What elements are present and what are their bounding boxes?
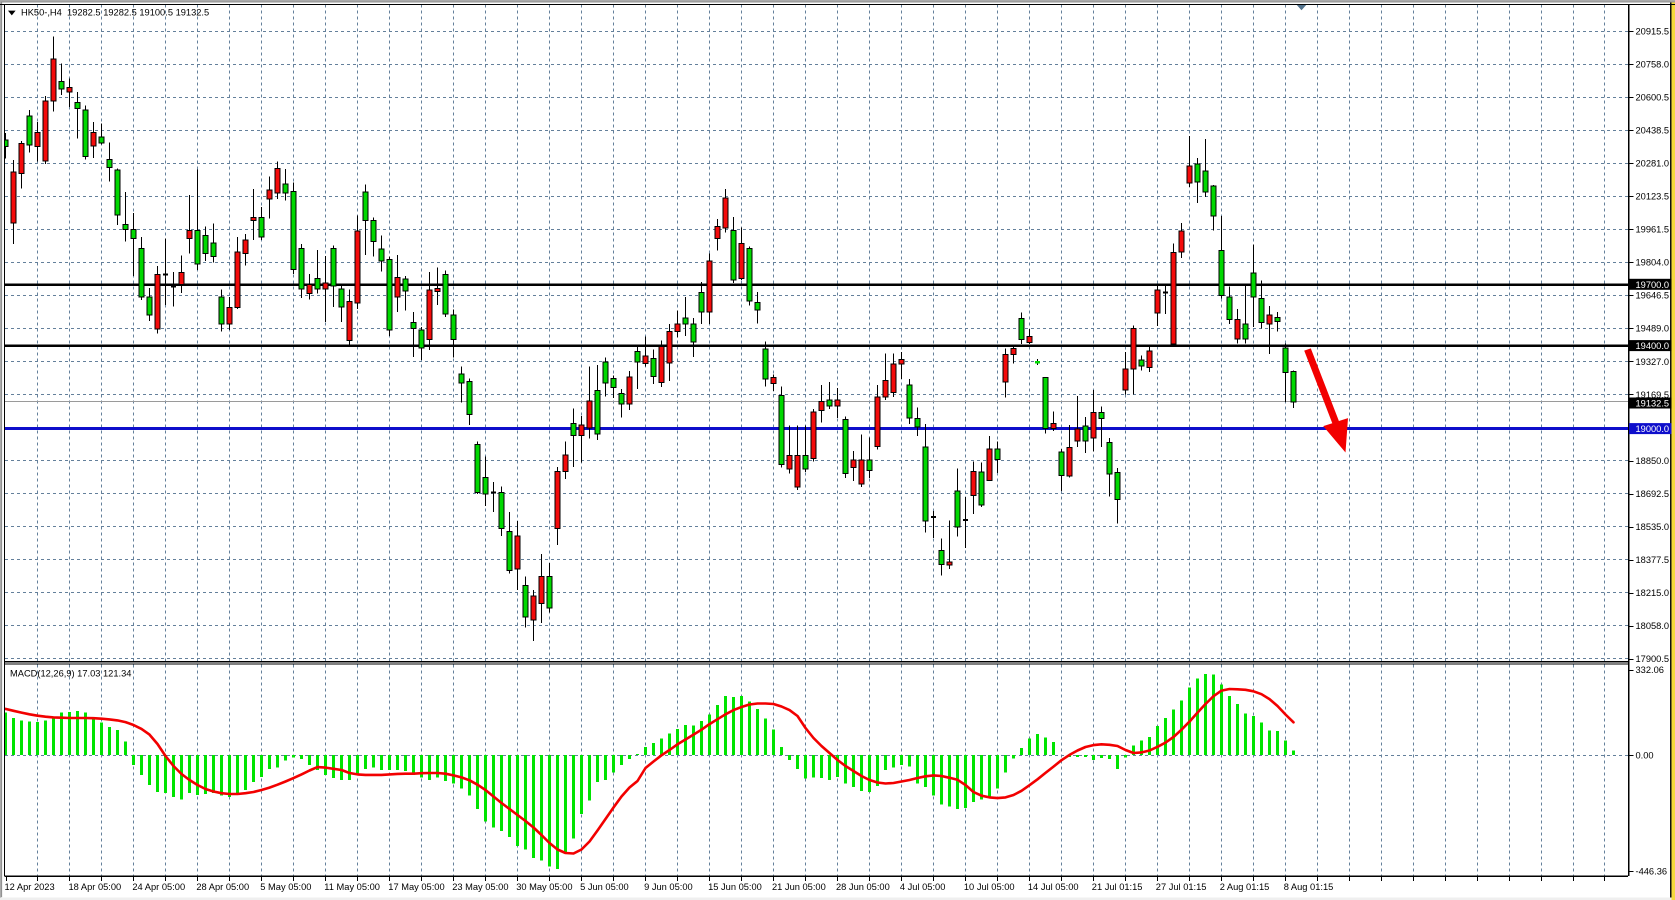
svg-text:4 Jul 05:00: 4 Jul 05:00: [900, 882, 946, 892]
svg-text:18058.0: 18058.0: [1636, 621, 1670, 631]
svg-text:5 Jun 05:00: 5 Jun 05:00: [580, 882, 629, 892]
svg-text:21 Jul 01:15: 21 Jul 01:15: [1092, 882, 1143, 892]
svg-text:15 Jun 05:00: 15 Jun 05:00: [708, 882, 762, 892]
svg-text:30 May 05:00: 30 May 05:00: [516, 882, 572, 892]
svg-text:19000.0: 19000.0: [1636, 424, 1670, 434]
svg-text:28 Apr 05:00: 28 Apr 05:00: [196, 882, 249, 892]
svg-text:17 May 05:00: 17 May 05:00: [388, 882, 444, 892]
svg-text:19646.5: 19646.5: [1636, 291, 1670, 301]
svg-text:19400.0: 19400.0: [1636, 341, 1670, 351]
svg-text:8 Aug 01:15: 8 Aug 01:15: [1284, 882, 1334, 892]
svg-text:12 Apr 2023: 12 Apr 2023: [5, 882, 55, 892]
svg-text:18850.0: 18850.0: [1636, 456, 1670, 466]
svg-text:19961.5: 19961.5: [1636, 225, 1670, 235]
svg-text:19282.5 19282.5 19100.5 19132.: 19282.5 19282.5 19100.5 19132.5: [67, 8, 209, 18]
svg-text:19132.5: 19132.5: [1636, 399, 1670, 409]
svg-text:18692.5: 18692.5: [1636, 489, 1670, 499]
svg-text:18215.0: 18215.0: [1636, 588, 1670, 598]
svg-text:-446.36: -446.36: [1636, 866, 1668, 876]
svg-text:18377.5: 18377.5: [1636, 555, 1670, 565]
svg-text:17900.5: 17900.5: [1636, 654, 1670, 664]
svg-text:19700.0: 19700.0: [1636, 280, 1670, 290]
svg-text:24 Apr 05:00: 24 Apr 05:00: [132, 882, 185, 892]
svg-text:HK50-,H4: HK50-,H4: [21, 8, 62, 18]
svg-text:18535.0: 18535.0: [1636, 522, 1670, 532]
svg-text:0.00: 0.00: [1636, 751, 1654, 761]
svg-text:20758.0: 20758.0: [1636, 59, 1670, 69]
svg-text:19804.0: 19804.0: [1636, 258, 1670, 268]
svg-text:19327.0: 19327.0: [1636, 357, 1670, 367]
svg-text:MACD(12,26,9) 17.03 121.34: MACD(12,26,9) 17.03 121.34: [10, 669, 131, 679]
svg-text:332.06: 332.06: [1636, 665, 1664, 675]
svg-text:20915.5: 20915.5: [1636, 26, 1670, 36]
svg-text:20281.0: 20281.0: [1636, 159, 1670, 169]
svg-text:11 May 05:00: 11 May 05:00: [324, 882, 380, 892]
svg-text:28 Jun 05:00: 28 Jun 05:00: [836, 882, 890, 892]
svg-text:5 May 05:00: 5 May 05:00: [260, 882, 311, 892]
svg-text:20600.5: 20600.5: [1636, 92, 1670, 102]
svg-text:19489.0: 19489.0: [1636, 324, 1670, 334]
svg-text:10 Jul 05:00: 10 Jul 05:00: [964, 882, 1015, 892]
svg-text:27 Jul 01:15: 27 Jul 01:15: [1156, 882, 1207, 892]
svg-text:9 Jun 05:00: 9 Jun 05:00: [644, 882, 693, 892]
svg-text:20123.5: 20123.5: [1636, 192, 1670, 202]
svg-text:2 Aug 01:15: 2 Aug 01:15: [1220, 882, 1270, 892]
svg-text:14 Jul 05:00: 14 Jul 05:00: [1028, 882, 1079, 892]
svg-text:21 Jun 05:00: 21 Jun 05:00: [772, 882, 826, 892]
svg-text:20438.5: 20438.5: [1636, 125, 1670, 135]
svg-text:18 Apr 05:00: 18 Apr 05:00: [69, 882, 122, 892]
svg-text:23 May 05:00: 23 May 05:00: [452, 882, 508, 892]
svg-text:19169.5: 19169.5: [1636, 390, 1670, 400]
